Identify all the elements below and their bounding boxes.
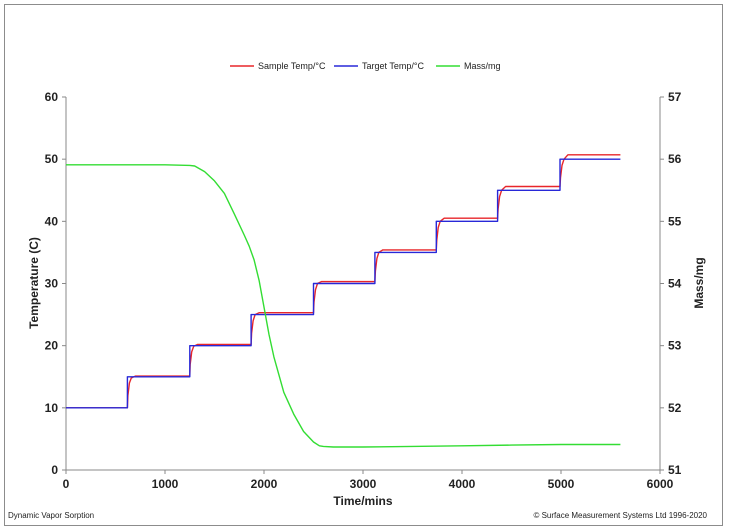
x-tick-label: 2000: [251, 477, 278, 491]
x-axis-ticks: 0 1000 2000 3000 4000 5000 6000: [63, 470, 674, 491]
legend-label-target-temp: Target Temp/°C: [362, 61, 424, 71]
y-axis-right-title: Mass/mg: [692, 257, 706, 308]
y-left-tick-label: 40: [45, 214, 59, 228]
legend-label-mass: Mass/mg: [464, 61, 501, 71]
x-tick-label: 3000: [350, 477, 377, 491]
sample-temp-line: [66, 154, 621, 409]
x-tick-label: 0: [63, 477, 70, 491]
legend-label-sample-temp: Sample Temp/°C: [258, 61, 326, 71]
y-right-tick-label: 51: [668, 463, 682, 477]
y-right-tick-label: 53: [668, 339, 682, 353]
chart-frame: [4, 4, 723, 526]
y-left-tick-label: 20: [45, 339, 59, 353]
y-axis-left-title: Temperature (C): [27, 237, 41, 329]
footer-copyright: © Surface Measurement Systems Ltd 1996-2…: [533, 511, 707, 520]
legend: Sample Temp/°C Target Temp/°C Mass/mg: [230, 61, 501, 71]
y-right-tick-label: 57: [668, 90, 682, 104]
y-left-tick-label: 30: [45, 277, 59, 291]
x-tick-label: 6000: [647, 477, 674, 491]
x-tick-label: 4000: [449, 477, 476, 491]
x-tick-label: 1000: [152, 477, 179, 491]
y-right-tick-label: 54: [668, 277, 682, 291]
y-left-tick-label: 0: [51, 463, 58, 477]
mass-line: [66, 164, 621, 448]
footer-left-label: Dynamic Vapor Sorption: [8, 511, 94, 520]
y-left-tick-label: 60: [45, 90, 59, 104]
y-right-tick-label: 52: [668, 401, 682, 415]
series-layer: [66, 154, 621, 448]
y-left-tick-label: 50: [45, 152, 59, 166]
y-right-tick-label: 55: [668, 214, 682, 228]
y-right-tick-label: 56: [668, 152, 682, 166]
y-axis-right-ticks: 51 52 53 54 55 56 57: [660, 90, 682, 477]
x-tick-label: 5000: [548, 477, 575, 491]
target-temp-line: [66, 158, 621, 409]
y-left-tick-label: 10: [45, 401, 59, 415]
x-axis-title: Time/mins: [333, 494, 392, 508]
y-axis-left-ticks: 0 10 20 30 40 50 60: [45, 90, 66, 477]
